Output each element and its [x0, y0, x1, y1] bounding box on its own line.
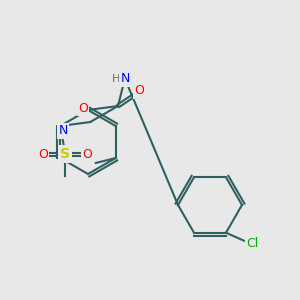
Text: O: O [78, 101, 88, 115]
Text: Cl: Cl [246, 237, 258, 250]
Text: S: S [60, 147, 70, 161]
Text: O: O [38, 148, 48, 160]
Text: O: O [134, 85, 144, 98]
Text: N: N [58, 124, 68, 137]
Text: O: O [82, 148, 92, 160]
Text: H: H [112, 74, 120, 84]
Text: N: N [120, 73, 130, 85]
